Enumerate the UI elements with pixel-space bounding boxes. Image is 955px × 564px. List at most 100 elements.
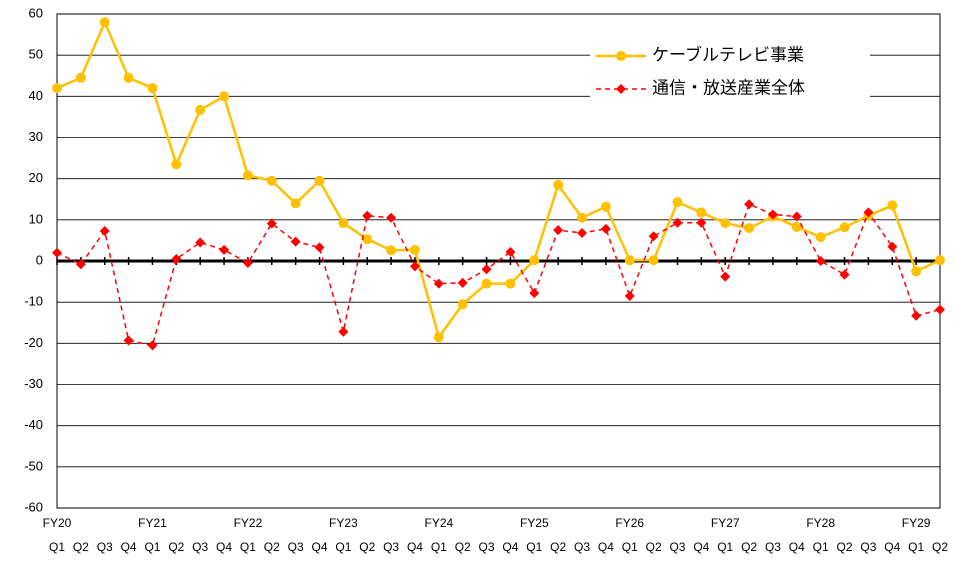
data-point bbox=[266, 218, 277, 229]
x-tick-label: Q1 bbox=[717, 540, 733, 554]
y-tick-label: -10 bbox=[24, 294, 43, 309]
data-point bbox=[696, 217, 707, 228]
data-point bbox=[75, 72, 86, 83]
x-tick-label: Q1 bbox=[144, 540, 160, 554]
data-point bbox=[529, 255, 540, 266]
y-tick-label: -30 bbox=[24, 376, 43, 391]
data-point bbox=[242, 170, 253, 181]
data-point bbox=[433, 278, 444, 289]
data-point bbox=[195, 104, 206, 115]
data-point bbox=[123, 72, 134, 83]
x-tick-label: Q1 bbox=[622, 540, 638, 554]
x-tick-label: Q4 bbox=[121, 540, 137, 554]
data-point bbox=[314, 242, 325, 253]
x-tick-label: Q4 bbox=[407, 540, 423, 554]
data-point bbox=[123, 335, 134, 346]
data-point bbox=[767, 209, 778, 220]
data-point bbox=[744, 199, 755, 210]
x-tick-label: Q2 bbox=[741, 540, 757, 554]
legend-label: ケーブルテレビ事業 bbox=[652, 44, 804, 64]
data-point bbox=[171, 253, 182, 264]
x-tick-label: Q4 bbox=[598, 540, 614, 554]
x-tick-label: Q4 bbox=[884, 540, 900, 554]
x-tick-label: Q1 bbox=[49, 540, 65, 554]
x-tick-label: Q4 bbox=[693, 540, 709, 554]
data-point bbox=[409, 244, 420, 255]
data-point bbox=[362, 234, 373, 245]
x-tick-label: Q2 bbox=[264, 540, 280, 554]
data-point bbox=[338, 218, 349, 229]
x-tick-label: Q3 bbox=[479, 540, 495, 554]
x-tick-label: Q2 bbox=[168, 540, 184, 554]
data-point bbox=[839, 222, 850, 233]
year-label: FY27 bbox=[711, 516, 740, 530]
data-point bbox=[409, 261, 420, 272]
x-tick-label: Q3 bbox=[383, 540, 399, 554]
legend-marker bbox=[616, 84, 626, 94]
data-point bbox=[600, 201, 611, 212]
data-point bbox=[386, 212, 397, 223]
series-line bbox=[56, 203, 941, 347]
data-point bbox=[887, 200, 898, 211]
y-tick-label: 40 bbox=[29, 88, 43, 103]
data-point bbox=[839, 269, 850, 280]
y-tick-label: 60 bbox=[29, 5, 43, 20]
x-tick-label: Q4 bbox=[789, 540, 805, 554]
data-point bbox=[624, 255, 635, 266]
data-point bbox=[815, 232, 826, 243]
data-point bbox=[887, 241, 898, 252]
data-point bbox=[935, 304, 945, 315]
data-point bbox=[219, 244, 230, 255]
data-point bbox=[147, 340, 158, 351]
data-point bbox=[219, 91, 230, 102]
x-tick-label: Q2 bbox=[455, 540, 471, 554]
data-point bbox=[171, 159, 182, 170]
data-point bbox=[242, 258, 253, 269]
year-label: FY25 bbox=[520, 516, 549, 530]
y-tick-label: -60 bbox=[24, 499, 43, 514]
data-point bbox=[433, 332, 444, 343]
x-tick-label: Q3 bbox=[860, 540, 876, 554]
year-label: FY22 bbox=[234, 516, 263, 530]
y-tick-label: 50 bbox=[29, 47, 43, 62]
x-tick-label: Q3 bbox=[765, 540, 781, 554]
data-point bbox=[720, 271, 731, 282]
x-tick-label: Q3 bbox=[97, 540, 113, 554]
data-point bbox=[577, 212, 588, 223]
x-tick-label: Q4 bbox=[502, 540, 518, 554]
data-point bbox=[99, 225, 110, 236]
legend-label: 通信・放送産業全体 bbox=[652, 78, 805, 97]
data-point bbox=[911, 310, 922, 321]
x-tick-label: Q1 bbox=[813, 540, 829, 554]
x-tick-label: Q1 bbox=[335, 540, 351, 554]
data-point bbox=[696, 207, 707, 218]
year-label: FY23 bbox=[329, 516, 358, 530]
y-tick-label: 10 bbox=[29, 211, 43, 226]
legend-marker bbox=[616, 51, 626, 61]
x-tick-label: Q2 bbox=[73, 540, 89, 554]
y-tick-label: -20 bbox=[24, 335, 43, 350]
data-point bbox=[290, 236, 301, 247]
x-tick-label: Q2 bbox=[359, 540, 375, 554]
data-point bbox=[791, 211, 802, 222]
data-point bbox=[290, 198, 301, 209]
year-label: FY20 bbox=[43, 516, 72, 530]
data-point bbox=[52, 247, 62, 258]
x-tick-label: Q3 bbox=[574, 540, 590, 554]
data-point bbox=[457, 277, 468, 288]
data-point bbox=[505, 246, 516, 257]
y-tick-label: -50 bbox=[24, 458, 43, 473]
year-label: FY29 bbox=[902, 516, 931, 530]
data-point bbox=[457, 299, 468, 310]
data-point bbox=[553, 225, 564, 236]
year-label: FY26 bbox=[615, 516, 644, 530]
data-point bbox=[338, 326, 349, 337]
data-point bbox=[624, 290, 635, 301]
data-point bbox=[648, 255, 659, 266]
data-point bbox=[99, 17, 110, 28]
data-point bbox=[553, 179, 564, 190]
data-point bbox=[791, 221, 802, 232]
data-point bbox=[935, 255, 945, 266]
